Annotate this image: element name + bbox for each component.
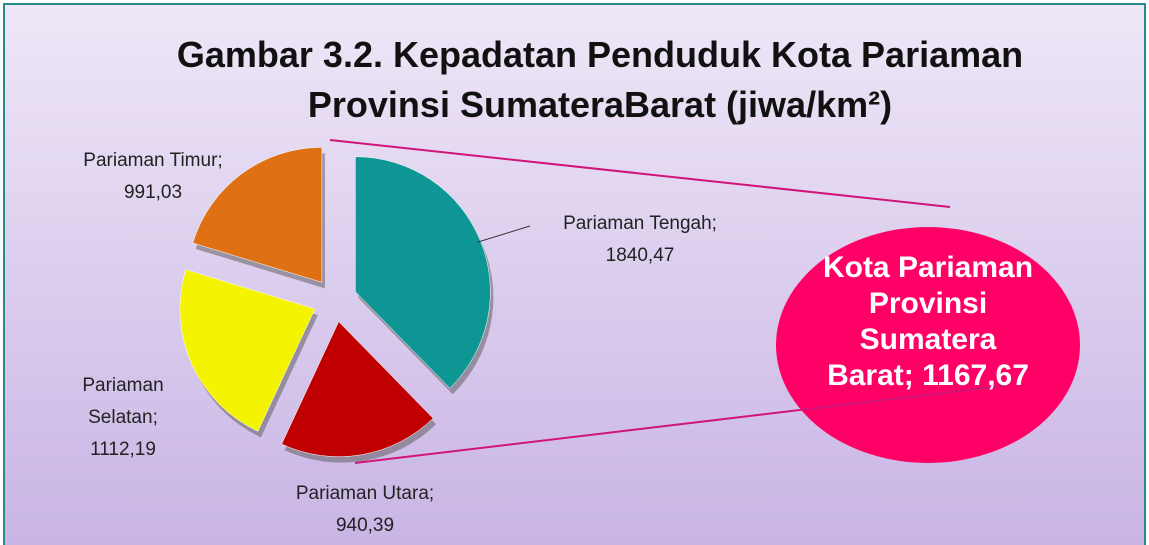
connector bbox=[354, 384, 1011, 464]
slice bbox=[281, 321, 434, 457]
data-label: Pariaman Utara; 940,39 bbox=[265, 478, 465, 542]
leader-line bbox=[477, 225, 531, 243]
pie bbox=[179, 147, 494, 463]
slice bbox=[192, 147, 323, 283]
category: Pariaman Utara bbox=[295, 483, 429, 504]
separator: ; bbox=[152, 407, 158, 428]
chart-title: Gambar 3.2. Kepadatan Penduduk Kota Pari… bbox=[176, 34, 1024, 125]
callout-label: Kota Pariaman Provinsi Sumatera Barat; 1… bbox=[818, 250, 1038, 394]
data-label: Pariaman Selatan; 1112,19 bbox=[68, 370, 178, 466]
connector bbox=[329, 139, 951, 208]
separator: ; bbox=[217, 150, 223, 171]
category: Pariaman Tengah bbox=[563, 213, 712, 234]
value: 940,39 bbox=[335, 515, 395, 536]
slice bbox=[179, 269, 316, 432]
separator: ; bbox=[711, 213, 717, 234]
category: Pariaman Timur bbox=[83, 150, 218, 171]
value: 991,03 bbox=[123, 182, 183, 203]
category: Pariaman Selatan bbox=[82, 375, 164, 428]
separator: ; bbox=[428, 483, 435, 504]
data-label: Pariaman Timur; 991,03 bbox=[68, 145, 238, 209]
data-label: Pariaman Tengah; 1840,47 bbox=[540, 208, 740, 272]
value: 1112,19 bbox=[90, 439, 156, 460]
value: 1840,47 bbox=[605, 245, 675, 266]
separator: ; bbox=[903, 359, 914, 392]
callout-name: Kota Pariaman Provinsi Sumatera Barat bbox=[822, 251, 1034, 392]
callout-value: 1167,67 bbox=[922, 359, 1029, 392]
